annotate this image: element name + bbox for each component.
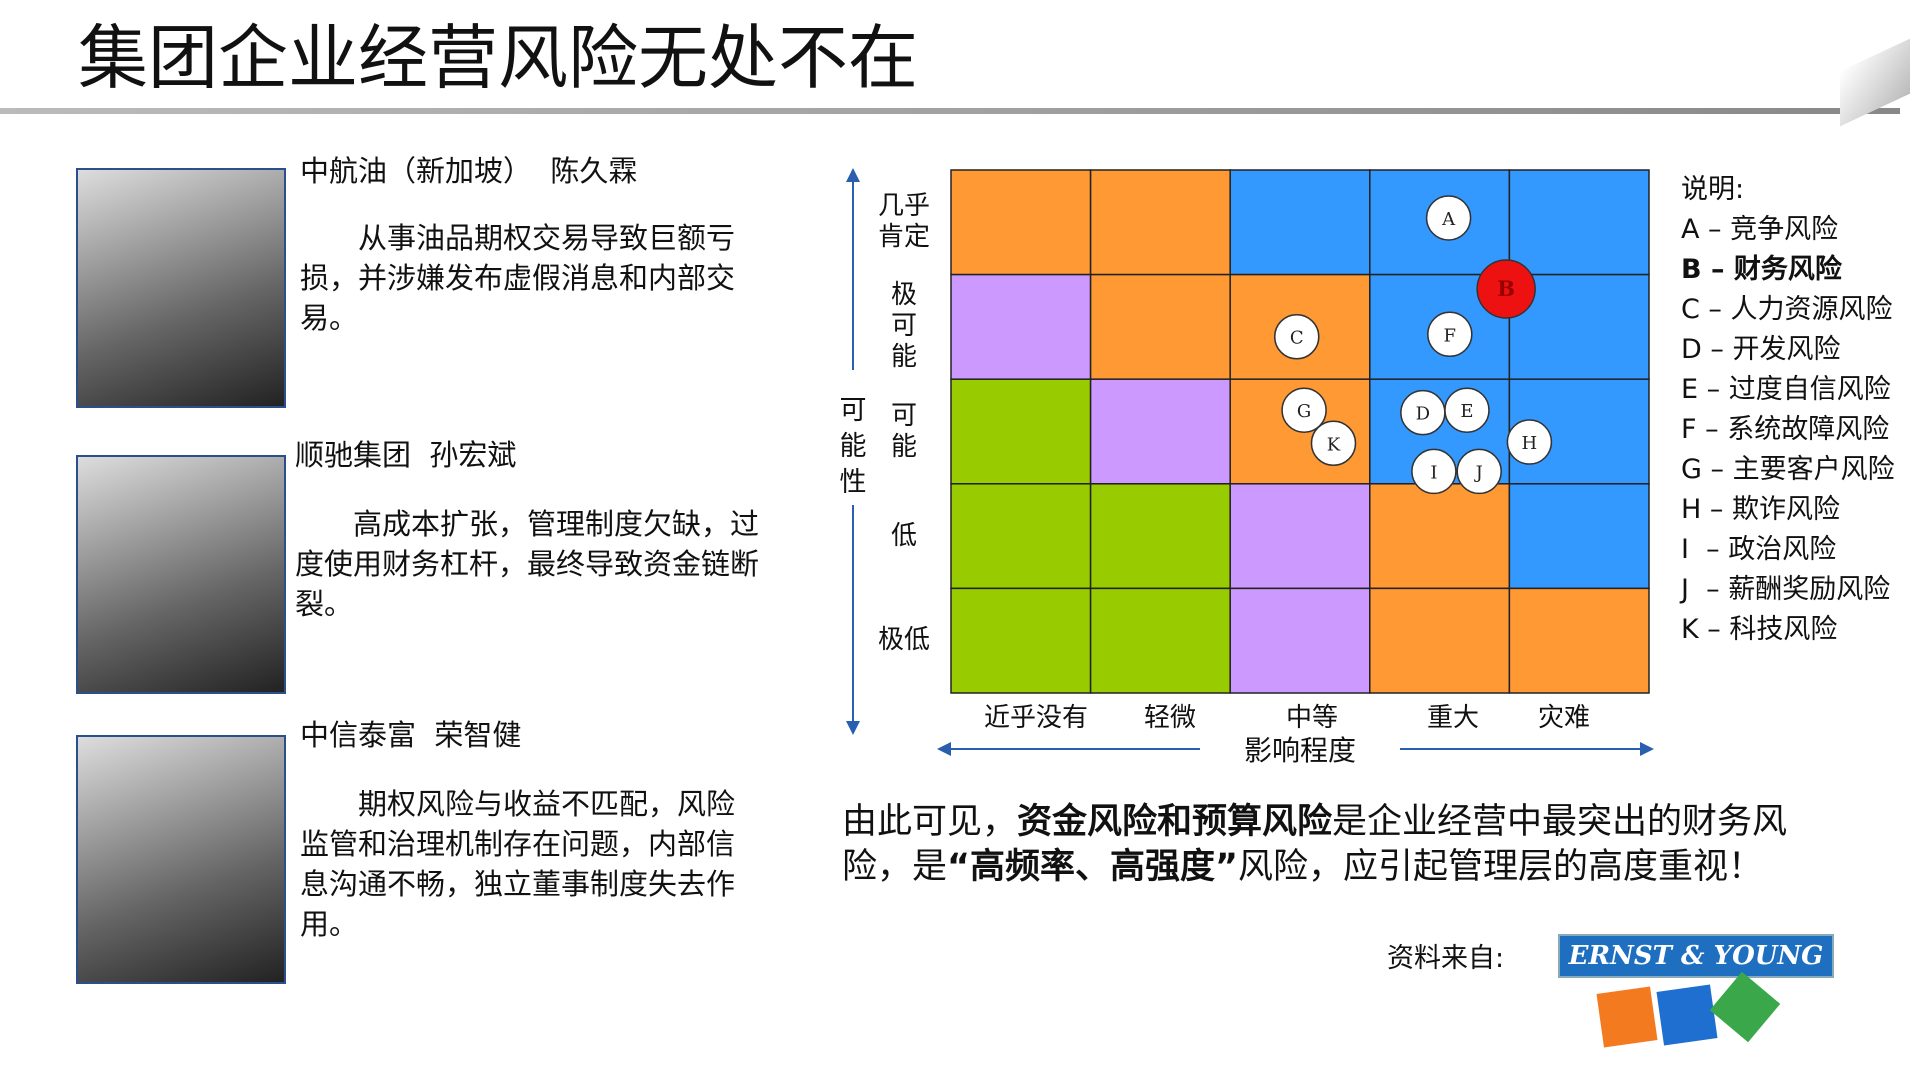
decor-cube <box>1709 971 1781 1043</box>
case-text: 高成本扩张，管理制度欠缺，过度使用财务杠杆，最终导致资金链断裂。 <box>295 507 760 621</box>
conclusion-segment: 资金风险和预算风险 <box>1017 802 1333 842</box>
conclusion-segment: 由此可见， <box>842 802 1018 842</box>
column-label: 近乎没有 <box>983 703 1088 733</box>
legend-item: C – 人力资源风险 <box>1681 294 1893 325</box>
conclusion-segment: 风险，应引起管理层的高度重视！ <box>1238 847 1764 887</box>
title-rule <box>0 108 1900 114</box>
conclusion-segment: “高频率、高强度” <box>947 847 1239 887</box>
risk-point <box>1456 448 1502 495</box>
column-label: 灾难 <box>1537 703 1590 733</box>
risk-point-label: K <box>1327 434 1341 455</box>
case-title: 中信泰富 荣智健 <box>300 718 522 752</box>
legend-item: I – 政治风险 <box>1681 534 1837 565</box>
matrix-cell <box>1089 587 1231 694</box>
matrix-cell <box>950 169 1092 276</box>
case-title: 顺驰集团 孙宏斌 <box>295 438 517 472</box>
matrix-cell <box>950 483 1092 590</box>
decor-cube <box>1656 984 1718 1046</box>
row-label: 几乎肯定 <box>877 191 930 253</box>
risk-point-label: G <box>1297 401 1311 422</box>
legend-item: K – 科技风险 <box>1681 614 1838 645</box>
risk-point-label: A <box>1441 209 1456 230</box>
matrix-cell <box>950 378 1092 485</box>
matrix-cell <box>1229 169 1371 276</box>
slide-title: 集团企业经营风险无处不在 <box>78 17 918 99</box>
risk-point <box>1411 448 1457 495</box>
column-label: 中等 <box>1285 703 1338 733</box>
risk-point-label: E <box>1460 401 1473 422</box>
matrix-cell <box>950 273 1092 380</box>
legend-item: D – 开发风险 <box>1681 334 1841 365</box>
risk-point <box>1506 419 1553 465</box>
photo <box>76 735 286 984</box>
column-label: 重大 <box>1426 703 1479 733</box>
risk-point-label: C <box>1290 328 1304 349</box>
conclusion-segment: 是企业经营中最突出的财务风险，是 <box>842 802 1788 887</box>
risk-point-label: D <box>1416 404 1430 425</box>
matrix-cell <box>1229 587 1371 694</box>
risk-point <box>1444 387 1490 433</box>
risk-point <box>1427 311 1473 358</box>
matrix-cell <box>1369 483 1511 590</box>
legend-item: B – 财务风险 <box>1681 254 1842 285</box>
row-label: 可能 <box>890 400 917 462</box>
legend-item: A – 竞争风险 <box>1681 214 1839 245</box>
case-text: 从事油品期权交易导致巨额亏损，并涉嫌发布虚假消息和内部交易。 <box>300 221 736 335</box>
matrix-cell <box>1089 273 1231 380</box>
case-text: 期权风险与收益不匹配，风险监管和治理机制存在问题，内部信息沟通不畅，独立董事制度… <box>300 787 736 941</box>
legend-item: E – 过度自信风险 <box>1681 374 1891 405</box>
risk-point <box>1425 195 1472 241</box>
risk-point-label: J <box>1474 462 1483 483</box>
matrix-cell <box>1508 483 1650 590</box>
case-title: 中航油（新加坡） 陈久霖 <box>300 154 638 188</box>
legend-item: H – 欺诈风险 <box>1681 494 1840 525</box>
legend-item: G – 主要客户风险 <box>1681 454 1895 485</box>
matrix-cell <box>950 587 1092 694</box>
x-axis-title: 影响程度 <box>1200 735 1400 766</box>
risk-matrix: A B C D E F G H I J K <box>846 168 1654 756</box>
risk-point-label: H <box>1522 433 1538 454</box>
risk-point-label: F <box>1444 325 1457 346</box>
matrix-cell <box>1508 169 1650 276</box>
y-axis-title: 可能性 <box>839 395 867 498</box>
risk-point-label: I <box>1430 462 1437 483</box>
logo: ERNST & YOUNG <box>1558 934 1834 978</box>
matrix-cell <box>1229 483 1371 590</box>
matrix-cell <box>1508 587 1650 694</box>
source-label: 资料来自: <box>1387 943 1505 974</box>
photo <box>76 168 286 408</box>
legend-item: J – 薪酬奖励风险 <box>1681 574 1891 605</box>
decor-cube <box>1596 986 1658 1048</box>
risk-point <box>1281 387 1327 433</box>
row-label: 极低 <box>877 625 930 656</box>
risk-point <box>1273 313 1320 360</box>
risk-point <box>1476 259 1536 319</box>
row-label: 极可能 <box>890 280 917 373</box>
risk-point <box>1310 420 1357 467</box>
photo <box>76 455 286 694</box>
conclusion: 由此可见，资金风险和预算风险是企业经营中最突出的财务风险，是“高频率、高强度”风… <box>842 800 1832 890</box>
column-label: 轻微 <box>1143 703 1196 733</box>
matrix-cell <box>1089 378 1231 485</box>
legend: 说明: A – 竞争风险 B – 财务风险 C – 人力资源风险 D – 开发风险 E … <box>1681 170 1895 650</box>
matrix-cell <box>1369 587 1511 694</box>
legend-item: F – 系统故障风险 <box>1681 414 1890 445</box>
row-label: 低 <box>890 520 917 551</box>
risk-point-label: B <box>1497 276 1515 301</box>
matrix-cell <box>1369 169 1511 276</box>
matrix-cell <box>1089 169 1231 276</box>
matrix-cell <box>1089 483 1231 590</box>
legend-title: 说明: <box>1681 174 1745 205</box>
